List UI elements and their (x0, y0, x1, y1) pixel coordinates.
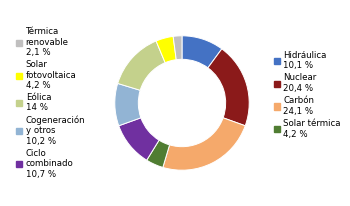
Wedge shape (115, 83, 141, 126)
Wedge shape (208, 49, 249, 126)
Wedge shape (156, 36, 176, 63)
Wedge shape (118, 41, 165, 90)
Wedge shape (119, 118, 159, 160)
Wedge shape (182, 36, 222, 68)
Wedge shape (163, 118, 245, 170)
Wedge shape (173, 36, 182, 60)
Legend: Térmica
renovable
2,1 %, Solar
fotovoltaica
4,2 %, Eólica
14 %, Cogeneración
y o: Térmica renovable 2,1 %, Solar fotovolta… (16, 27, 85, 179)
Wedge shape (147, 140, 169, 167)
